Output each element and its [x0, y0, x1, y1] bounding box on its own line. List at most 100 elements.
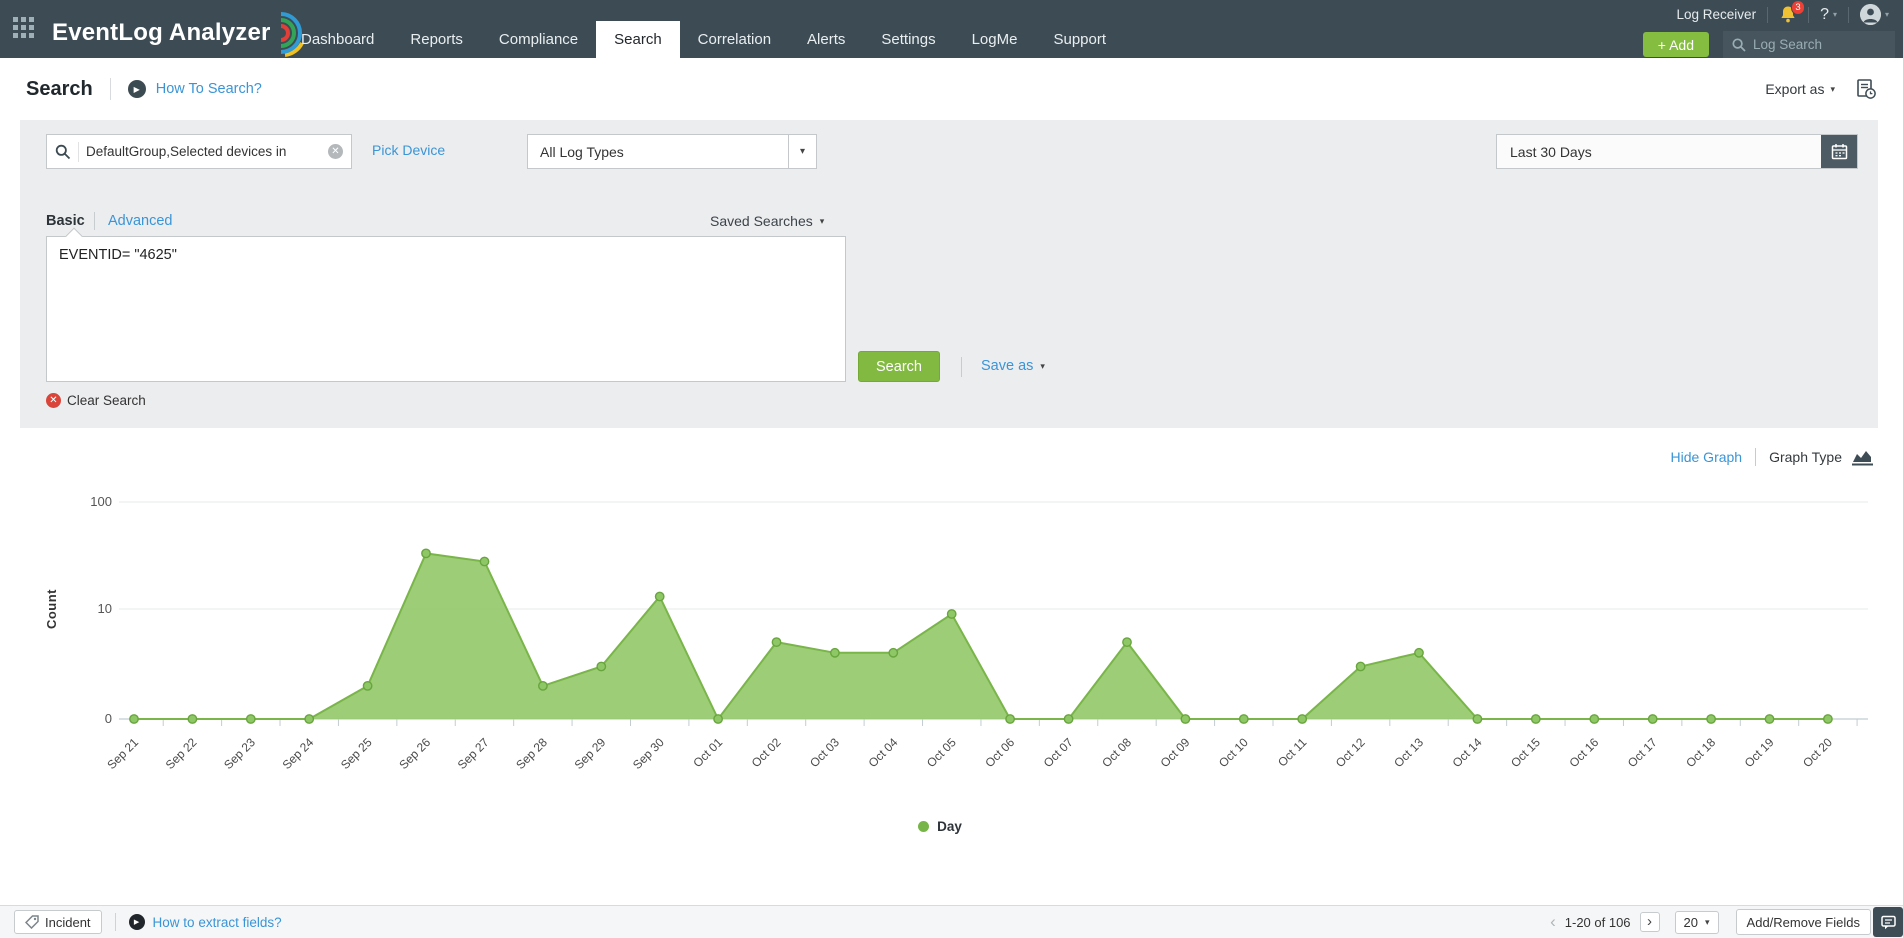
svg-text:Count: Count	[44, 589, 59, 629]
graph-type-label: Graph Type	[1769, 449, 1842, 465]
clear-search-button[interactable]: ✕ Clear Search	[46, 393, 146, 408]
saved-searches-label: Saved Searches	[710, 213, 813, 229]
log-search-input[interactable]	[1753, 37, 1873, 52]
notification-badge: 3	[1791, 0, 1806, 15]
svg-text:Oct 16: Oct 16	[1566, 735, 1601, 770]
user-menu[interactable]: ▾	[1859, 4, 1889, 25]
device-filter-input[interactable]: ✕	[46, 134, 352, 169]
svg-text:Oct 05: Oct 05	[924, 735, 959, 770]
next-page-icon[interactable]: ›	[1639, 912, 1660, 932]
query-textarea[interactable]: EVENTID= "4625"	[46, 236, 846, 382]
svg-text:Sep 27: Sep 27	[455, 735, 492, 772]
export-as-dropdown[interactable]: Export as ▾	[1765, 81, 1835, 97]
prev-page-icon[interactable]: ‹	[1550, 912, 1556, 931]
svg-text:Oct 01: Oct 01	[690, 735, 725, 770]
saved-searches-dropdown[interactable]: Saved Searches ▾	[710, 213, 824, 229]
navbar-utilities: Log Receiver 3 ? ▾ ▾	[1676, 0, 1889, 25]
top-navbar: EventLog Analyzer Dashboard Reports Compli…	[0, 0, 1903, 58]
page-header: Search ▶ How To Search? Export as ▾	[0, 58, 1903, 120]
date-range-value: Last 30 Days	[1510, 143, 1592, 160]
graph-type-dropdown[interactable]: Graph Type	[1769, 449, 1873, 466]
hide-graph-link[interactable]: Hide Graph	[1670, 449, 1743, 465]
help-menu[interactable]: ? ▾	[1820, 6, 1837, 24]
device-input[interactable]	[86, 144, 321, 159]
apps-grid-icon[interactable]	[13, 17, 39, 41]
pick-device-link[interactable]: Pick Device	[372, 142, 446, 158]
footer-bar: Incident ▶ How to extract fields? ‹ 1-20…	[0, 905, 1903, 938]
save-as-dropdown[interactable]: Save as ▾	[981, 358, 1045, 374]
tab-logme[interactable]: LogMe	[971, 31, 1018, 48]
export-as-label: Export as	[1765, 81, 1825, 97]
search-button[interactable]: Search	[858, 351, 940, 382]
svg-text:Sep 21: Sep 21	[104, 735, 141, 772]
chart-legend[interactable]: Day	[0, 819, 1880, 834]
extract-fields-link[interactable]: How to extract fields?	[152, 914, 282, 930]
tab-dashboard[interactable]: Dashboard	[301, 31, 375, 48]
svg-text:Sep 29: Sep 29	[572, 735, 609, 772]
legend-dot-icon	[918, 821, 930, 832]
notifications-bell-icon[interactable]: 3	[1779, 0, 1806, 24]
add-button[interactable]: + Add	[1642, 32, 1709, 57]
log-receiver-link[interactable]: Log Receiver	[1676, 7, 1757, 22]
clear-device-icon[interactable]: ✕	[328, 144, 343, 159]
incident-label: Incident	[45, 914, 91, 930]
logo-swoosh-icon	[280, 12, 304, 57]
add-remove-fields-button[interactable]: Add/Remove Fields	[1735, 909, 1871, 935]
svg-text:Sep 23: Sep 23	[221, 735, 258, 772]
tab-reports[interactable]: Reports	[410, 31, 463, 48]
tab-support[interactable]: Support	[1053, 31, 1107, 48]
chevron-down-icon: ▾	[1830, 83, 1835, 94]
divider	[109, 78, 111, 100]
svg-text:Oct 12: Oct 12	[1333, 735, 1368, 770]
graph-section: Hide Graph Graph Type 100 10 0 Count Sep 21 S…	[0, 448, 1903, 834]
svg-text:Sep 28: Sep 28	[513, 735, 550, 772]
avatar	[1859, 4, 1881, 25]
incident-button[interactable]: Incident	[14, 910, 102, 934]
tab-search[interactable]: Search	[596, 21, 680, 58]
tab-advanced[interactable]: Advanced	[108, 213, 173, 229]
footer-right: ‹ 1-20 of 106 › 20 ▾ Add/Remove Fields	[1550, 907, 1903, 937]
divider	[1767, 6, 1769, 23]
svg-text:Sep 22: Sep 22	[163, 735, 200, 772]
log-search-box[interactable]	[1723, 31, 1895, 58]
svg-text:Oct 14: Oct 14	[1450, 735, 1485, 770]
divider	[94, 212, 95, 230]
page-size-select[interactable]: 20 ▾	[1674, 910, 1719, 934]
save-as-label: Save as	[981, 358, 1034, 374]
tab-alerts[interactable]: Alerts	[807, 31, 846, 48]
calendar-icon[interactable]	[1821, 135, 1857, 168]
svg-text:Oct 15: Oct 15	[1508, 735, 1543, 770]
chevron-down-icon: ▾	[1705, 916, 1710, 927]
tab-correlation[interactable]: Correlation	[697, 31, 772, 48]
page-title: Search	[26, 77, 93, 100]
chevron-down-icon[interactable]: ▾	[788, 135, 816, 168]
clear-search-label: Clear Search	[67, 393, 146, 408]
svg-text:Oct 02: Oct 02	[749, 735, 784, 770]
tab-basic[interactable]: Basic	[46, 213, 85, 229]
play-video-icon[interactable]: ▶	[128, 914, 145, 930]
log-type-select[interactable]: All Log Types ▾	[527, 134, 817, 169]
play-video-icon[interactable]: ▶	[127, 80, 146, 98]
how-to-search-link[interactable]: How To Search?	[155, 81, 262, 97]
tab-compliance[interactable]: Compliance	[498, 31, 579, 48]
divider	[114, 913, 116, 931]
chevron-down-icon: ▾	[819, 215, 825, 226]
svg-text:Oct 07: Oct 07	[1041, 735, 1076, 770]
chevron-down-icon: ▾	[1040, 360, 1045, 371]
svg-text:Oct 08: Oct 08	[1099, 735, 1134, 770]
svg-text:10: 10	[98, 601, 112, 616]
divider	[1847, 6, 1849, 23]
schedule-report-icon[interactable]	[1855, 78, 1877, 100]
search-icon	[55, 144, 71, 159]
svg-text:Oct 13: Oct 13	[1391, 735, 1426, 770]
chevron-down-icon: ▾	[1884, 10, 1889, 19]
date-range-picker[interactable]: Last 30 Days	[1496, 134, 1858, 169]
svg-text:Sep 30: Sep 30	[630, 735, 667, 772]
navbar-actions: + Add	[1642, 31, 1895, 58]
svg-text:0: 0	[105, 711, 112, 726]
tab-settings[interactable]: Settings	[881, 31, 936, 48]
feedback-chat-icon[interactable]	[1873, 907, 1903, 937]
svg-text:Sep 25: Sep 25	[338, 735, 375, 772]
svg-text:Oct 10: Oct 10	[1216, 735, 1251, 770]
